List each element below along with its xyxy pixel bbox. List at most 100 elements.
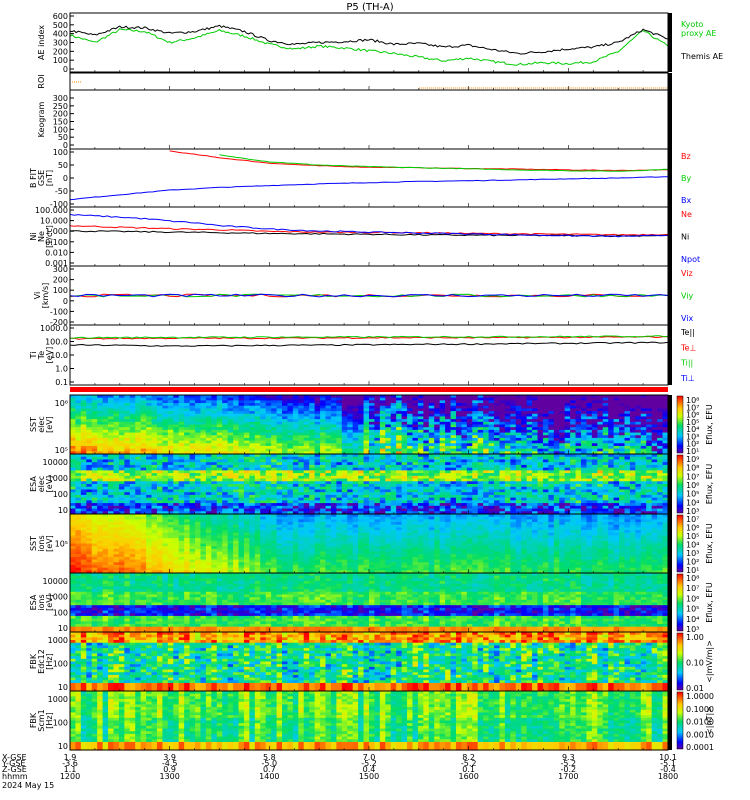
heat-cell [619,411,626,415]
heat-cell [640,424,647,428]
heat-cell [379,432,386,436]
heat-cell [298,395,305,399]
heat-cell [80,416,87,420]
heat-cell [597,403,604,407]
heat-cell [118,475,125,480]
heat-cell [635,419,642,423]
heat-cell [390,445,397,450]
heat-cell [151,400,158,404]
heat-cell [113,427,120,431]
heat-cell [396,424,403,428]
heat-cell [635,405,642,410]
heat-cell [140,454,147,458]
heat-cell [195,440,202,444]
heat-cell [80,408,87,412]
legend-entry: Ne [681,210,692,219]
heat-cell [613,397,620,401]
heat-cell [646,419,653,423]
heat-cell [613,419,620,423]
heat-cell [586,413,593,418]
heat-cell [151,432,158,436]
heat-cell [336,405,343,410]
heat-cell [624,432,631,436]
heat-cell [629,413,636,418]
heat-cell [369,440,376,444]
heat-cell [434,411,441,415]
heat-cell [238,408,245,412]
heat-cell [135,435,142,439]
heat-cell [189,448,196,452]
heat-cell [222,427,229,431]
heat-cell [124,443,131,447]
heat-cell [298,427,305,431]
heat-cell [499,421,506,426]
heat-cell [608,429,615,434]
heat-cell [97,505,104,510]
heat-cell [298,432,305,436]
heat-cell [102,411,109,415]
heat-cell [292,429,299,434]
heat-cell [445,437,452,442]
heat-cell [233,421,240,426]
heat-cell [352,405,359,410]
heat-cell [249,445,256,450]
heat-cell [341,416,348,420]
heat-cell [75,403,82,407]
heat-cell [602,443,609,447]
heat-cell [407,413,414,418]
heat-cell [86,403,93,407]
legend-entry: Viy [681,292,694,301]
heat-cell [472,413,479,418]
heat-cell [314,445,321,450]
heat-cell [570,440,577,444]
heat-cell [282,435,289,439]
heat-cell [216,405,223,410]
heat-cell [553,411,560,415]
heat-cell [298,411,305,415]
heat-cell [613,427,620,431]
heat-cell [629,440,636,444]
heat-cell [635,427,642,431]
heat-cell [102,403,109,407]
heat-cell [575,432,582,436]
y-tick-label: 0.1 [55,378,68,387]
heat-cell [271,435,278,439]
heat-cell [597,416,604,420]
heat-cell [238,448,245,452]
heat-cell [537,419,544,423]
heat-cell [140,489,147,493]
heat-cell [86,494,93,499]
heat-cell [113,435,120,439]
heat-cell [341,427,348,431]
heat-cell [156,419,164,423]
heat-cell [162,424,169,428]
heat-cell [553,437,560,442]
heat-cell [494,416,501,420]
heat-cell [651,424,658,428]
heat-cell [450,400,457,404]
heat-cell [124,413,131,418]
heat-cell [363,451,370,455]
heat-cell [86,497,93,501]
heat-cell [412,405,419,410]
heat-cell [477,419,484,423]
heat-cell [80,503,87,507]
heat-cell [542,427,549,431]
heat-cell [608,411,615,415]
heat-cell [205,451,212,455]
heat-cell [70,505,77,510]
heat-cell [363,416,370,420]
heat-cell [195,397,202,401]
heat-cell [320,432,327,436]
heat-cell [379,413,386,418]
heat-cell [178,416,185,420]
heat-cell [450,395,457,399]
heat-cell [97,478,104,482]
heat-cell [140,451,147,455]
heat-cell [80,443,87,447]
heat-cell [363,443,370,447]
heat-cell [156,403,164,407]
heat-cell [537,429,544,434]
heat-cell [336,435,343,439]
y-axis-label: elec [37,476,46,492]
